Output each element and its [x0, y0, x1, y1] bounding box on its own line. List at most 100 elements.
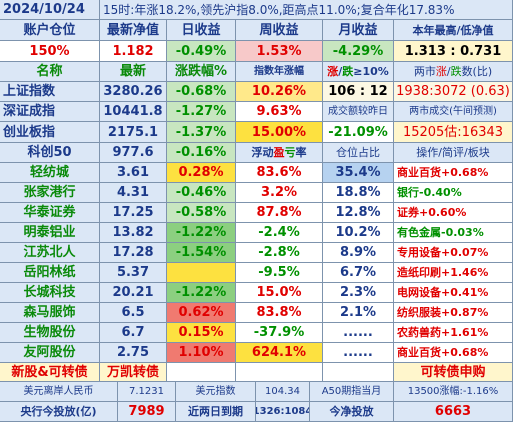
stock-sector-note: 有色金属-0.03% — [394, 223, 513, 243]
index-header-name: 名称 — [0, 62, 100, 82]
usdcnh-label: 美元离岸人民币 — [0, 382, 118, 402]
stock-sector-note: 商业百货+0.68% — [394, 163, 513, 183]
net-injection-value: 6663 — [394, 402, 513, 422]
market-ratio-label: 数(比) — [461, 65, 493, 78]
limit-threshold: ≥10% — [353, 65, 389, 78]
stock-price: 6.5 — [100, 303, 167, 323]
stock-price: 3.61 — [100, 163, 167, 183]
newstock-label: 新股&可转债 — [0, 363, 100, 382]
stock-price: 17.25 — [100, 203, 167, 223]
stock-change: -0.46% — [167, 183, 236, 203]
index-ytd: 10.26% — [236, 82, 323, 102]
stock-name: 明泰铝业 — [0, 223, 100, 243]
floating-label: 浮动 — [251, 146, 274, 159]
stock-sector-note: 商业百货+0.68% — [394, 343, 513, 363]
stock-weight: 6.7% — [323, 263, 394, 283]
limit-down-label: 跌 — [342, 65, 354, 78]
stock-floating-pnl: 624.1% — [236, 343, 323, 363]
dxy-label: 美元指数 — [176, 382, 256, 402]
stock-floating-pnl: 15.0% — [236, 283, 323, 303]
index-latest: 2175.1 — [100, 122, 167, 143]
header-year-high-low: 本年最高/低净值 — [394, 20, 513, 41]
index-ytd: 9.63% — [236, 102, 323, 122]
account-position: 150% — [0, 41, 100, 62]
stock-change: -1.54% — [167, 243, 236, 263]
pboc-injection-label: 央行今投放(亿) — [0, 402, 118, 422]
loss-label: 亏 — [284, 146, 296, 159]
account-year-high-low: 1.313 : 0.731 — [394, 41, 513, 62]
index-ytd: 15.00% — [236, 122, 323, 143]
limit-up-down-count: 106 : 12 — [323, 82, 394, 102]
stock-price: 4.31 — [100, 183, 167, 203]
account-nav: 1.182 — [100, 41, 167, 62]
stock-floating-pnl: 87.8% — [236, 203, 323, 223]
newstock-empty — [236, 363, 323, 382]
stock-floating-pnl: -9.5% — [236, 263, 323, 283]
maturity-value: 1326:1084 — [256, 402, 310, 422]
stock-name: 岳阳林纸 — [0, 263, 100, 283]
index-name: 创业板指 — [0, 122, 100, 143]
market-breadth-count: 1938:3072 (0.63) — [394, 82, 513, 102]
index-name: 上证指数 — [0, 82, 100, 102]
stock-sector-note: 造纸印刷+1.46% — [394, 263, 513, 283]
stock-change: 1.10% — [167, 343, 236, 363]
index-name: 深证成指 — [0, 102, 100, 122]
stock-weight: ...... — [323, 323, 394, 343]
a50-value: 13500涨幅:-1.16% — [394, 382, 513, 402]
stock-price: 5.37 — [100, 263, 167, 283]
newstock-name: 万凯转债 — [100, 363, 167, 382]
stock-price: 17.28 — [100, 243, 167, 263]
index-header-limit-updown: 涨 / 跌 ≥10% — [323, 62, 394, 82]
index-latest: 977.6 — [100, 143, 167, 163]
index-latest: 3280.26 — [100, 82, 167, 102]
maturity-label: 近两日到期 — [176, 402, 256, 422]
stock-name: 长城科技 — [0, 283, 100, 303]
market-turnover-label: 两市成交(午间预测) — [394, 102, 513, 122]
stock-floating-pnl: -2.4% — [236, 223, 323, 243]
newstock-result: 可转债申购 — [394, 363, 513, 382]
limit-slash: / — [338, 65, 343, 78]
account-week-return: 1.53% — [236, 41, 323, 62]
stock-name: 友阿股份 — [0, 343, 100, 363]
stock-name: 森马服饰 — [0, 303, 100, 323]
stock-sector-note: 纺织服装+0.87% — [394, 303, 513, 323]
stock-weight: 2.1% — [323, 303, 394, 323]
usdcnh-value: 7.1231 — [118, 382, 176, 402]
limit-up-label: 涨 — [327, 65, 339, 78]
stock-change: -1.22% — [167, 223, 236, 243]
stock-weight: 10.2% — [323, 223, 394, 243]
newstock-empty — [167, 363, 236, 382]
stock-name: 生物股份 — [0, 323, 100, 343]
market-up-label: 涨 — [435, 65, 447, 78]
stock-price: 20.21 — [100, 283, 167, 303]
account-day-return: -0.49% — [167, 41, 236, 62]
stock-sector-note: 银行-0.40% — [394, 183, 513, 203]
stock-sector-note: 农药兽药+1.61% — [394, 323, 513, 343]
stock-weight: 2.3% — [323, 283, 394, 303]
index-name: 科创50 — [0, 143, 100, 163]
header-day-return: 日收益 — [167, 20, 236, 41]
stock-sector-note: 专用设备+0.07% — [394, 243, 513, 263]
stock-weight: 12.8% — [323, 203, 394, 223]
summary-text: 15时:年涨18.2%,领先沪指8.0%,距高点11.0%;复合年化17.83% — [100, 0, 513, 20]
stock-name: 江苏北人 — [0, 243, 100, 263]
stock-price: 2.75 — [100, 343, 167, 363]
market-turnover: 15205估:16343 — [394, 122, 513, 143]
stock-weight: 35.4% — [323, 163, 394, 183]
index-header-ytd: 指数年涨幅 — [236, 62, 323, 82]
account-month-return: -4.29% — [323, 41, 394, 62]
market-down-label: 跌 — [450, 65, 462, 78]
index-change: -0.16% — [167, 143, 236, 163]
header-month-return: 月收益 — [323, 20, 394, 41]
dxy-value: 104.34 — [256, 382, 310, 402]
rate-label: 率 — [295, 146, 307, 159]
header-position: 账户仓位 — [0, 20, 100, 41]
floating-pnl-header: 浮动盈亏率 — [236, 143, 323, 163]
market-slash: / — [446, 65, 451, 78]
weight-header: 仓位占比 — [323, 143, 394, 163]
stock-weight: ...... — [323, 343, 394, 363]
stock-name: 轻纺城 — [0, 163, 100, 183]
newstock-empty — [323, 363, 394, 382]
index-change: -0.68% — [167, 82, 236, 102]
